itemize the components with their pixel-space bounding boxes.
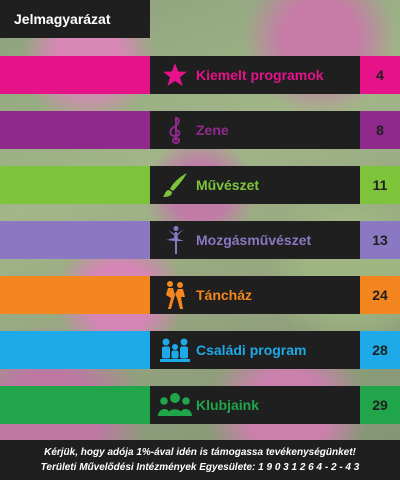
dancing-couple-icon: [156, 276, 194, 314]
family-icon: [156, 331, 194, 369]
page-number: 13: [360, 221, 400, 259]
page-number: 29: [360, 386, 400, 424]
legend-header: Jelmagyarázat: [0, 0, 150, 38]
page-number: 24: [360, 276, 400, 314]
legend-row-zene[interactable]: Zene 8: [0, 111, 400, 149]
row-title-box: Zene: [150, 111, 360, 149]
group-icon: [156, 386, 194, 424]
row-title-box: Kiemelt programok: [150, 56, 360, 94]
page-number: 28: [360, 331, 400, 369]
row-label: Művészet: [196, 177, 260, 193]
legend-row-muveszet[interactable]: Művészet 11: [0, 166, 400, 204]
footer-appeal: Kérjük, hogy adója 1%-ával idén is támog…: [44, 447, 356, 458]
row-label: Táncház: [196, 287, 253, 303]
page-number: 4: [360, 56, 400, 94]
ballerina-icon: [156, 221, 194, 259]
page-number: 11: [360, 166, 400, 204]
paintbrush-icon: [156, 166, 194, 204]
color-band: [0, 111, 150, 149]
legend-row-csaladi-program[interactable]: Családi program 28: [0, 331, 400, 369]
row-label: Zene: [196, 122, 229, 138]
legend-row-klubjaink[interactable]: Klubjaink 29: [0, 386, 400, 424]
legend-title: Jelmagyarázat: [14, 11, 111, 27]
page-number: 8: [360, 111, 400, 149]
star-icon: [156, 56, 194, 94]
treble-clef-icon: [156, 111, 194, 149]
row-title-box: Művészet: [150, 166, 360, 204]
legend-row-kiemelt-programok[interactable]: Kiemelt programok 4: [0, 56, 400, 94]
footer-banner: Kérjük, hogy adója 1%-ával idén is támog…: [0, 440, 400, 480]
row-label: Kiemelt programok: [196, 67, 324, 83]
row-label: Családi program: [196, 342, 307, 358]
row-title-box: Klubjaink: [150, 386, 360, 424]
row-title-box: Táncház: [150, 276, 360, 314]
color-band: [0, 331, 150, 369]
legend-row-mozgasmuveszet[interactable]: Mozgásművészet 13: [0, 221, 400, 259]
row-label: Mozgásművészet: [196, 232, 312, 248]
color-band: [0, 56, 150, 94]
color-band: [0, 166, 150, 204]
legend-row-tanchaz[interactable]: Táncház 24: [0, 276, 400, 314]
footer-tax-id: Területi Művelődési Intézmények Egyesüle…: [40, 462, 360, 473]
color-band: [0, 276, 150, 314]
row-title-box: Mozgásművészet: [150, 221, 360, 259]
row-title-box: Családi program: [150, 331, 360, 369]
color-band: [0, 221, 150, 259]
color-band: [0, 386, 150, 424]
row-label: Klubjaink: [196, 397, 260, 413]
